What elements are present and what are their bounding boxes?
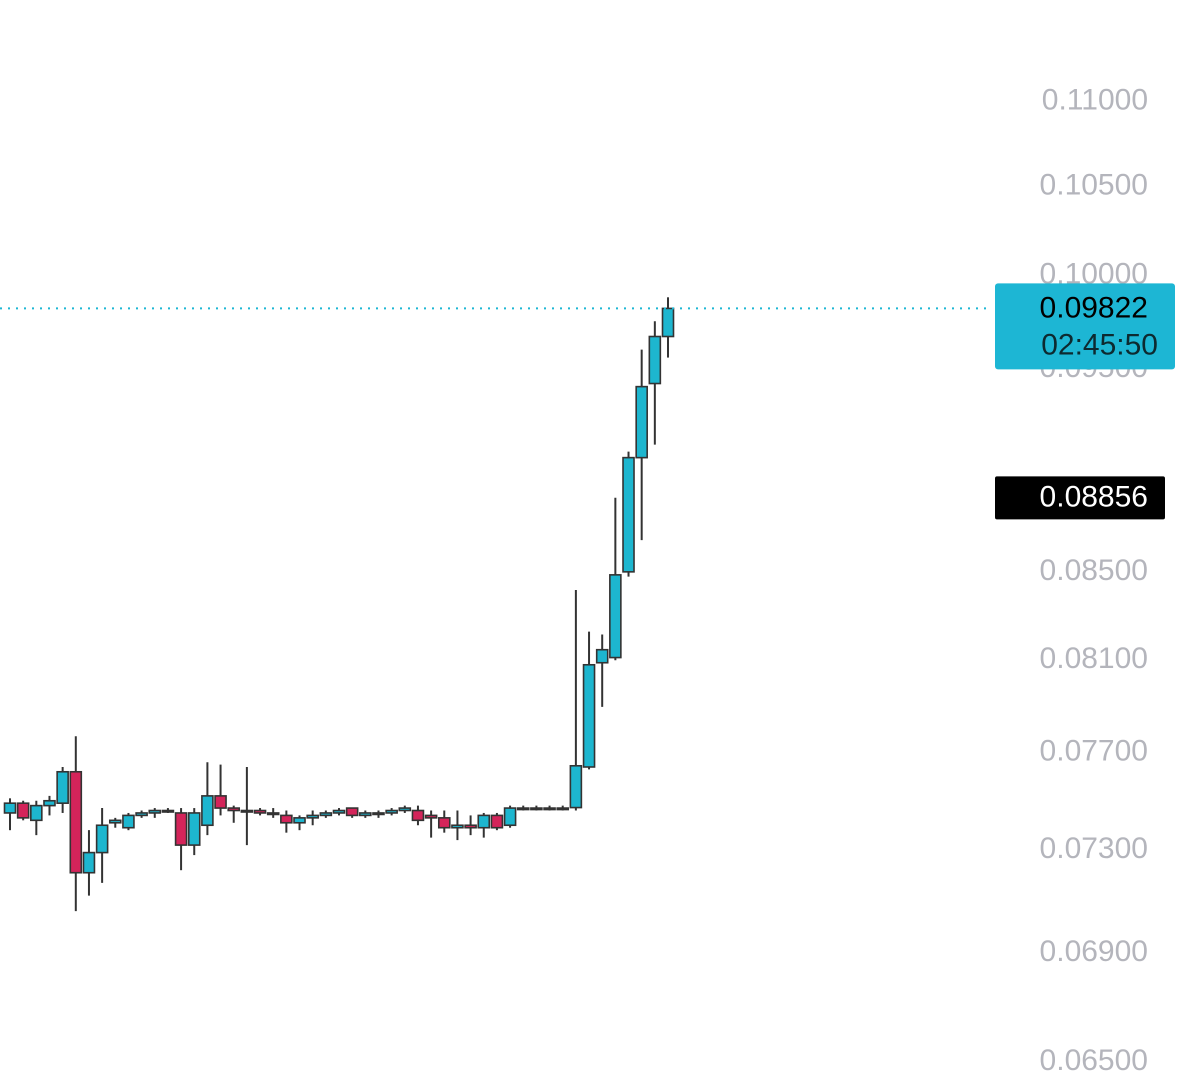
candle-body [661, 307, 675, 338]
candle-body [398, 807, 412, 812]
candle-body [16, 802, 30, 819]
candle-body [345, 807, 359, 817]
current-price-label: 0.09822 [1040, 291, 1148, 324]
y-tick-label: 0.08100 [1040, 642, 1148, 675]
candle-body [122, 814, 135, 829]
candle-body [543, 807, 556, 811]
candle-body [174, 812, 188, 846]
candle-body [201, 795, 214, 827]
candle-body [490, 814, 504, 829]
candle-body [411, 809, 425, 822]
candle-body [451, 824, 464, 829]
y-tick-label: 0.06500 [1040, 1044, 1148, 1077]
candle-body [477, 814, 491, 829]
candle-body [609, 574, 622, 659]
candle-body [69, 770, 83, 874]
candle-body [359, 812, 372, 817]
y-tick-label: 0.07300 [1040, 832, 1148, 865]
candle-body [95, 824, 109, 854]
candle-body [148, 809, 162, 814]
candle-body [556, 807, 570, 811]
candle-body [293, 817, 306, 824]
candle-body [43, 799, 56, 807]
candle-body [516, 807, 530, 811]
countdown-label: 02:45:50 [1041, 328, 1158, 361]
candle-body [30, 804, 43, 822]
y-tick-label: 0.10500 [1040, 168, 1148, 201]
candle-body [82, 851, 96, 874]
candle-body [530, 807, 543, 811]
candle-body [135, 812, 148, 817]
candle-body [332, 809, 346, 814]
y-tick-label: 0.06900 [1040, 935, 1148, 968]
candle-body [503, 807, 517, 827]
candle-body [319, 812, 333, 817]
marked-price-box [995, 476, 1165, 520]
candle-body [582, 663, 596, 768]
candle-body [253, 809, 267, 814]
y-tick-label: 0.08500 [1040, 554, 1148, 587]
candle-body [214, 795, 227, 809]
candle-body [240, 809, 254, 813]
candle-body [280, 814, 293, 824]
candle-body [424, 814, 438, 819]
y-tick-label: 0.07700 [1040, 735, 1148, 768]
candle-body [306, 814, 319, 819]
candle-body [372, 812, 385, 816]
y-tick-label: 0.11000 [1042, 84, 1148, 117]
candle-body [227, 807, 241, 812]
candle-body [595, 648, 609, 664]
candle-body [385, 809, 398, 814]
candle-body [56, 770, 69, 804]
candle-body [108, 819, 122, 824]
candle-body [3, 802, 17, 814]
candle-body [648, 335, 662, 385]
candle-body [464, 824, 477, 829]
current-price-box [995, 283, 1175, 370]
candle-body [161, 809, 175, 813]
candle-body [569, 764, 583, 809]
candle-body [187, 812, 201, 846]
candle-body [635, 385, 648, 459]
candle-body [266, 812, 280, 816]
marked-price-label: 0.08856 [1040, 480, 1148, 513]
candle-body [622, 456, 635, 573]
candle-body [437, 817, 451, 829]
